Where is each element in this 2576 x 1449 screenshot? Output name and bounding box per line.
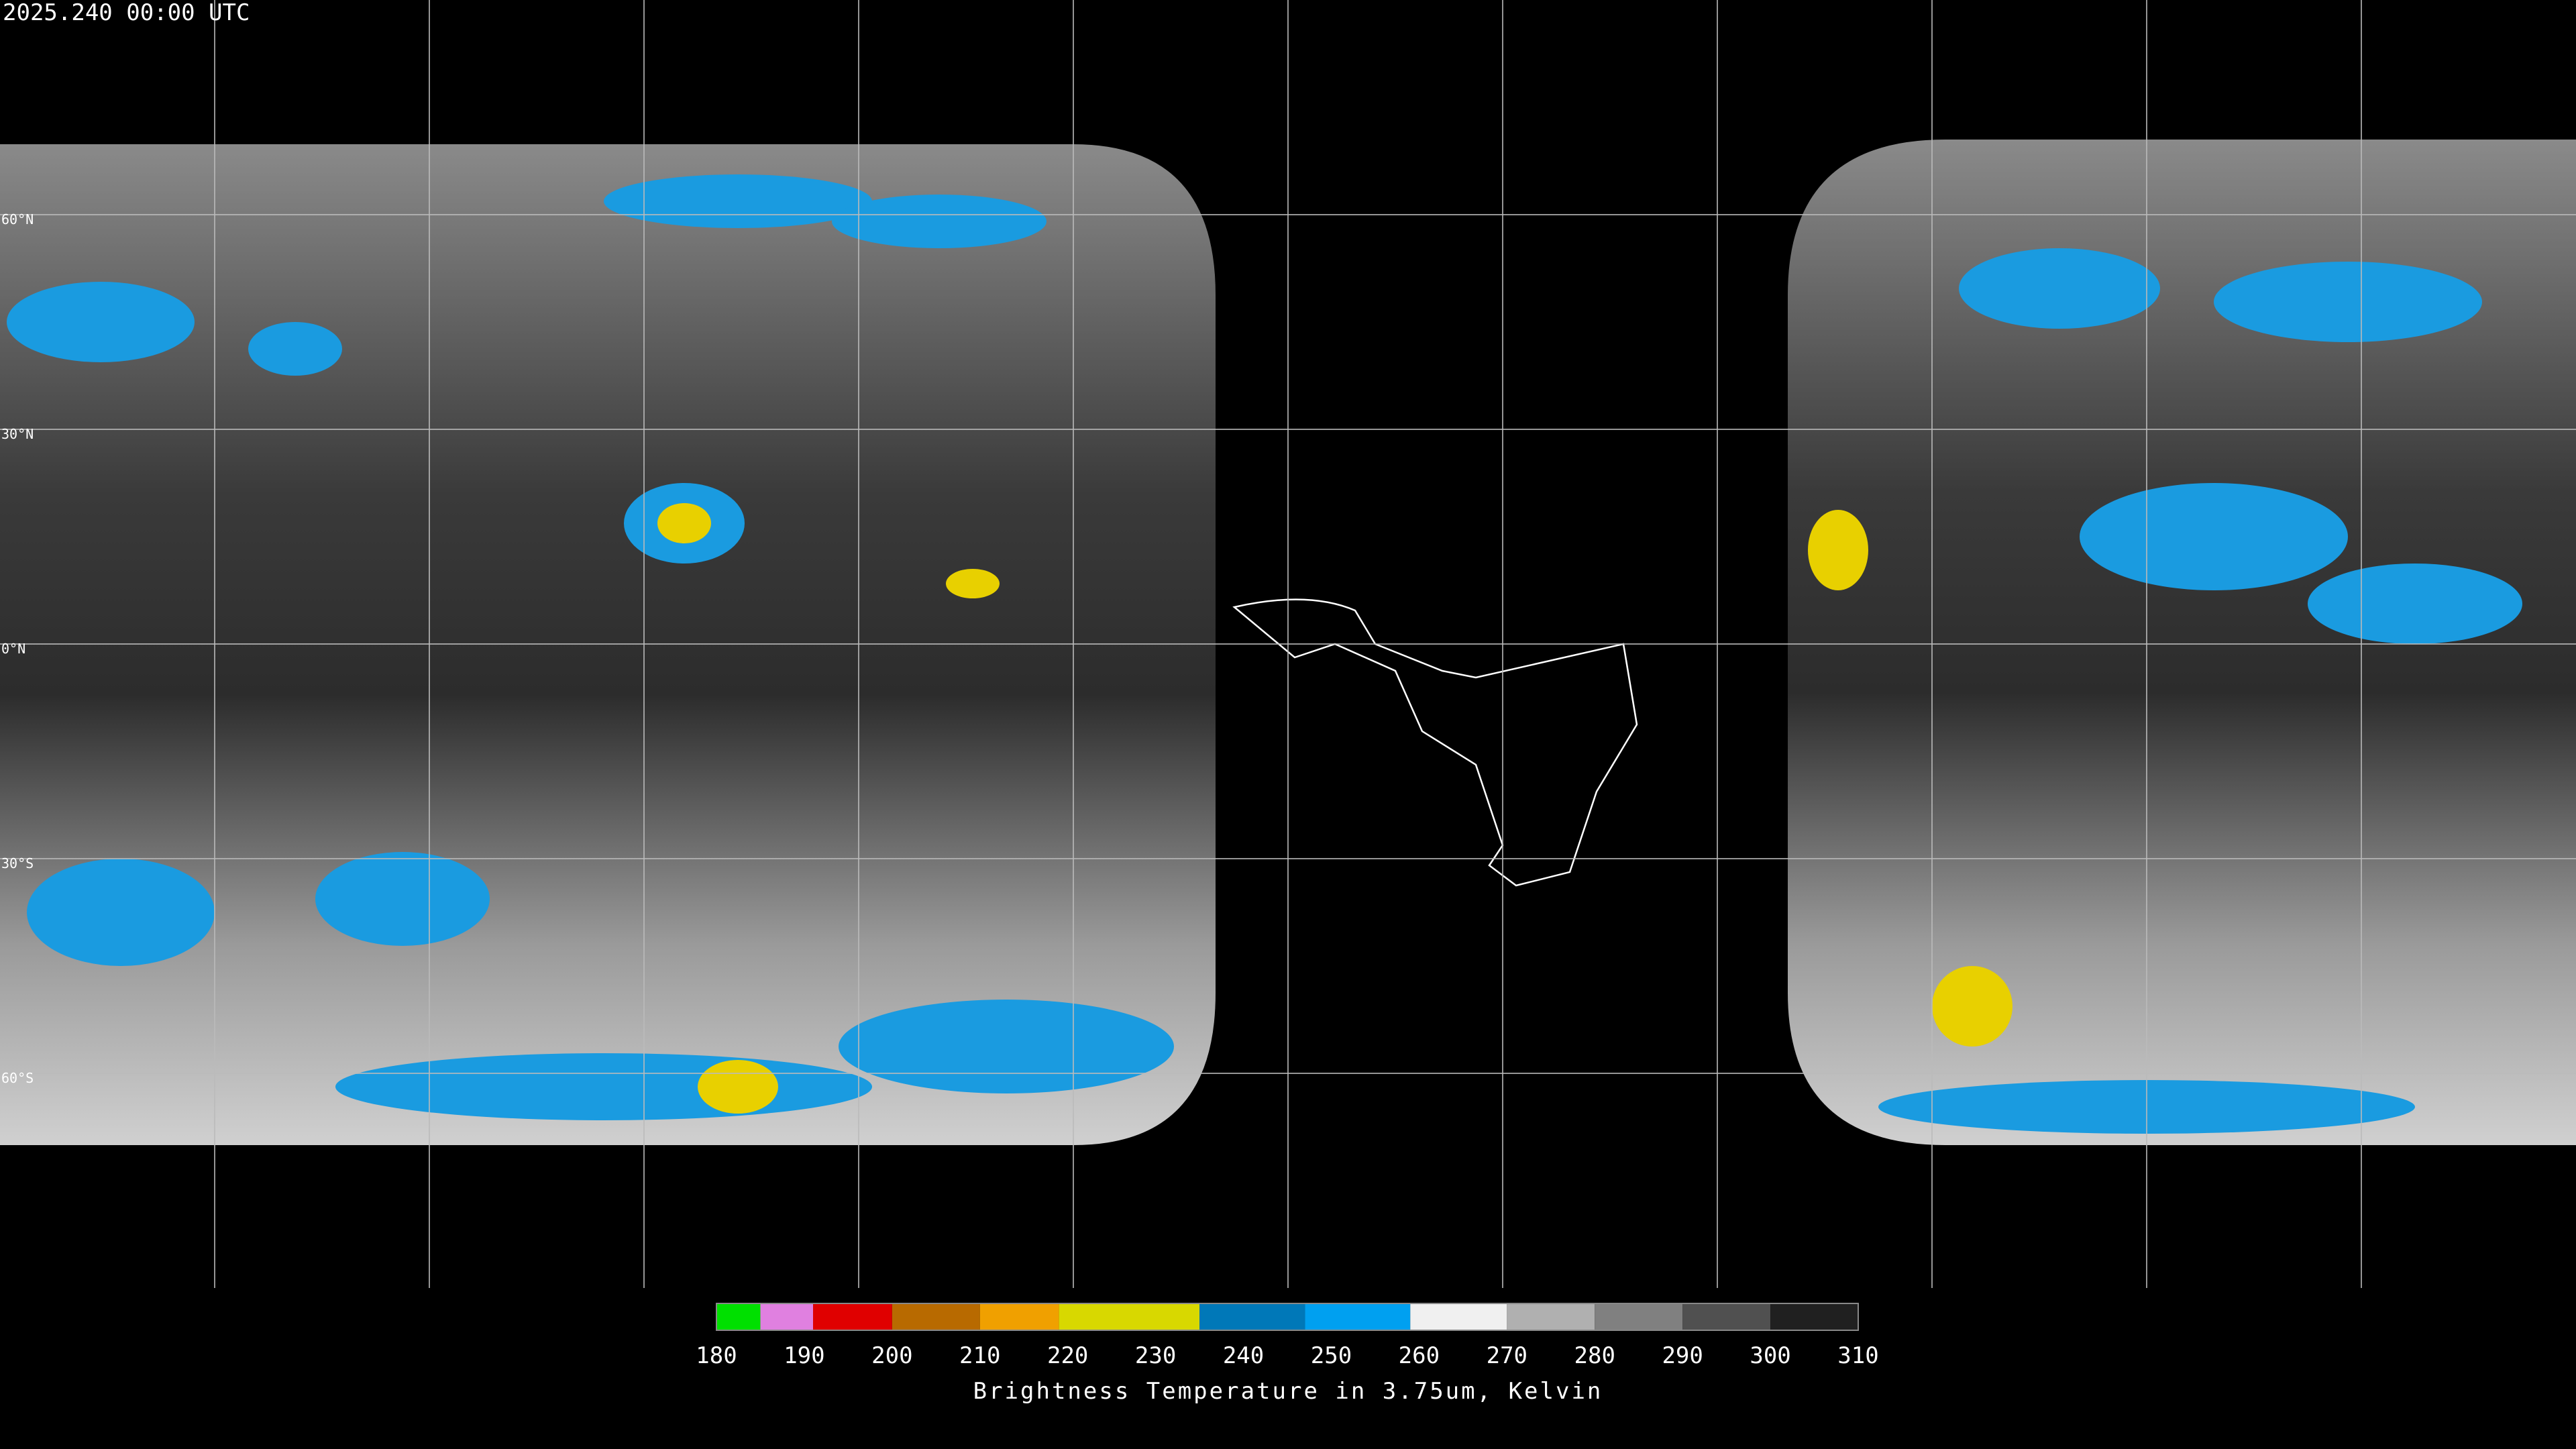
graticule: 60°N 30°N 0°N 30°S 60°S — [0, 0, 2576, 1288]
colorbar-tick-label: 310 — [1837, 1342, 1878, 1369]
colorbar-tick-label: 180 — [696, 1342, 737, 1369]
colorbar-tick-label: 240 — [1223, 1342, 1264, 1369]
colorbar-segment — [1059, 1303, 1200, 1330]
colorbar-segment — [1770, 1303, 1858, 1330]
timestamp: 2025.240 00:00 UTC — [3, 0, 250, 26]
colorbar-tick-label: 300 — [1750, 1342, 1790, 1369]
colorbar-segment — [760, 1303, 814, 1330]
colorbar-segment — [716, 1303, 761, 1330]
latitude-label: 60°N — [1, 211, 34, 227]
latitude-label: 30°S — [1, 855, 34, 871]
colorbar-segment — [1199, 1303, 1305, 1330]
colorbar-segment — [1507, 1303, 1595, 1330]
latitude-label: 30°N — [1, 426, 34, 442]
colorbar-segment — [892, 1303, 980, 1330]
colorbar-segment — [1305, 1303, 1411, 1330]
colorbar-tick-label: 230 — [1135, 1342, 1176, 1369]
colorbar-tick-label: 250 — [1311, 1342, 1352, 1369]
latitude-label: 0°N — [1, 641, 25, 657]
colorbar-segment — [813, 1303, 892, 1330]
colorbar-tick-label: 220 — [1047, 1342, 1088, 1369]
colorbar-segment — [979, 1303, 1059, 1330]
colorbar-tick-label: 260 — [1399, 1342, 1440, 1369]
colorbar-label: Brightness Temperature in 3.75um, Kelvin — [973, 1378, 1603, 1405]
colorbar-tick-label: 270 — [1487, 1342, 1527, 1369]
colorbar: 180 190 200 210 220 230 240 250 260 270 280 290 300 3… — [696, 1303, 1879, 1369]
colorbar-frame — [716, 1303, 1859, 1331]
colorbar-tick-label: 210 — [959, 1342, 1000, 1369]
africa-coastline — [1232, 598, 1638, 887]
colorbar-segment — [1682, 1303, 1771, 1330]
image-swath — [1788, 140, 2576, 1145]
colorbar-tick-label: 280 — [1574, 1342, 1615, 1369]
latitude-label: 60°S — [1, 1070, 34, 1086]
colorbar-segment — [1595, 1303, 1683, 1330]
colorbar-tick-label: 200 — [871, 1342, 912, 1369]
colorbar-tick-label: 190 — [784, 1342, 824, 1369]
colorbar-segment — [1410, 1303, 1507, 1330]
colorbar-tick-label: 290 — [1662, 1342, 1703, 1369]
